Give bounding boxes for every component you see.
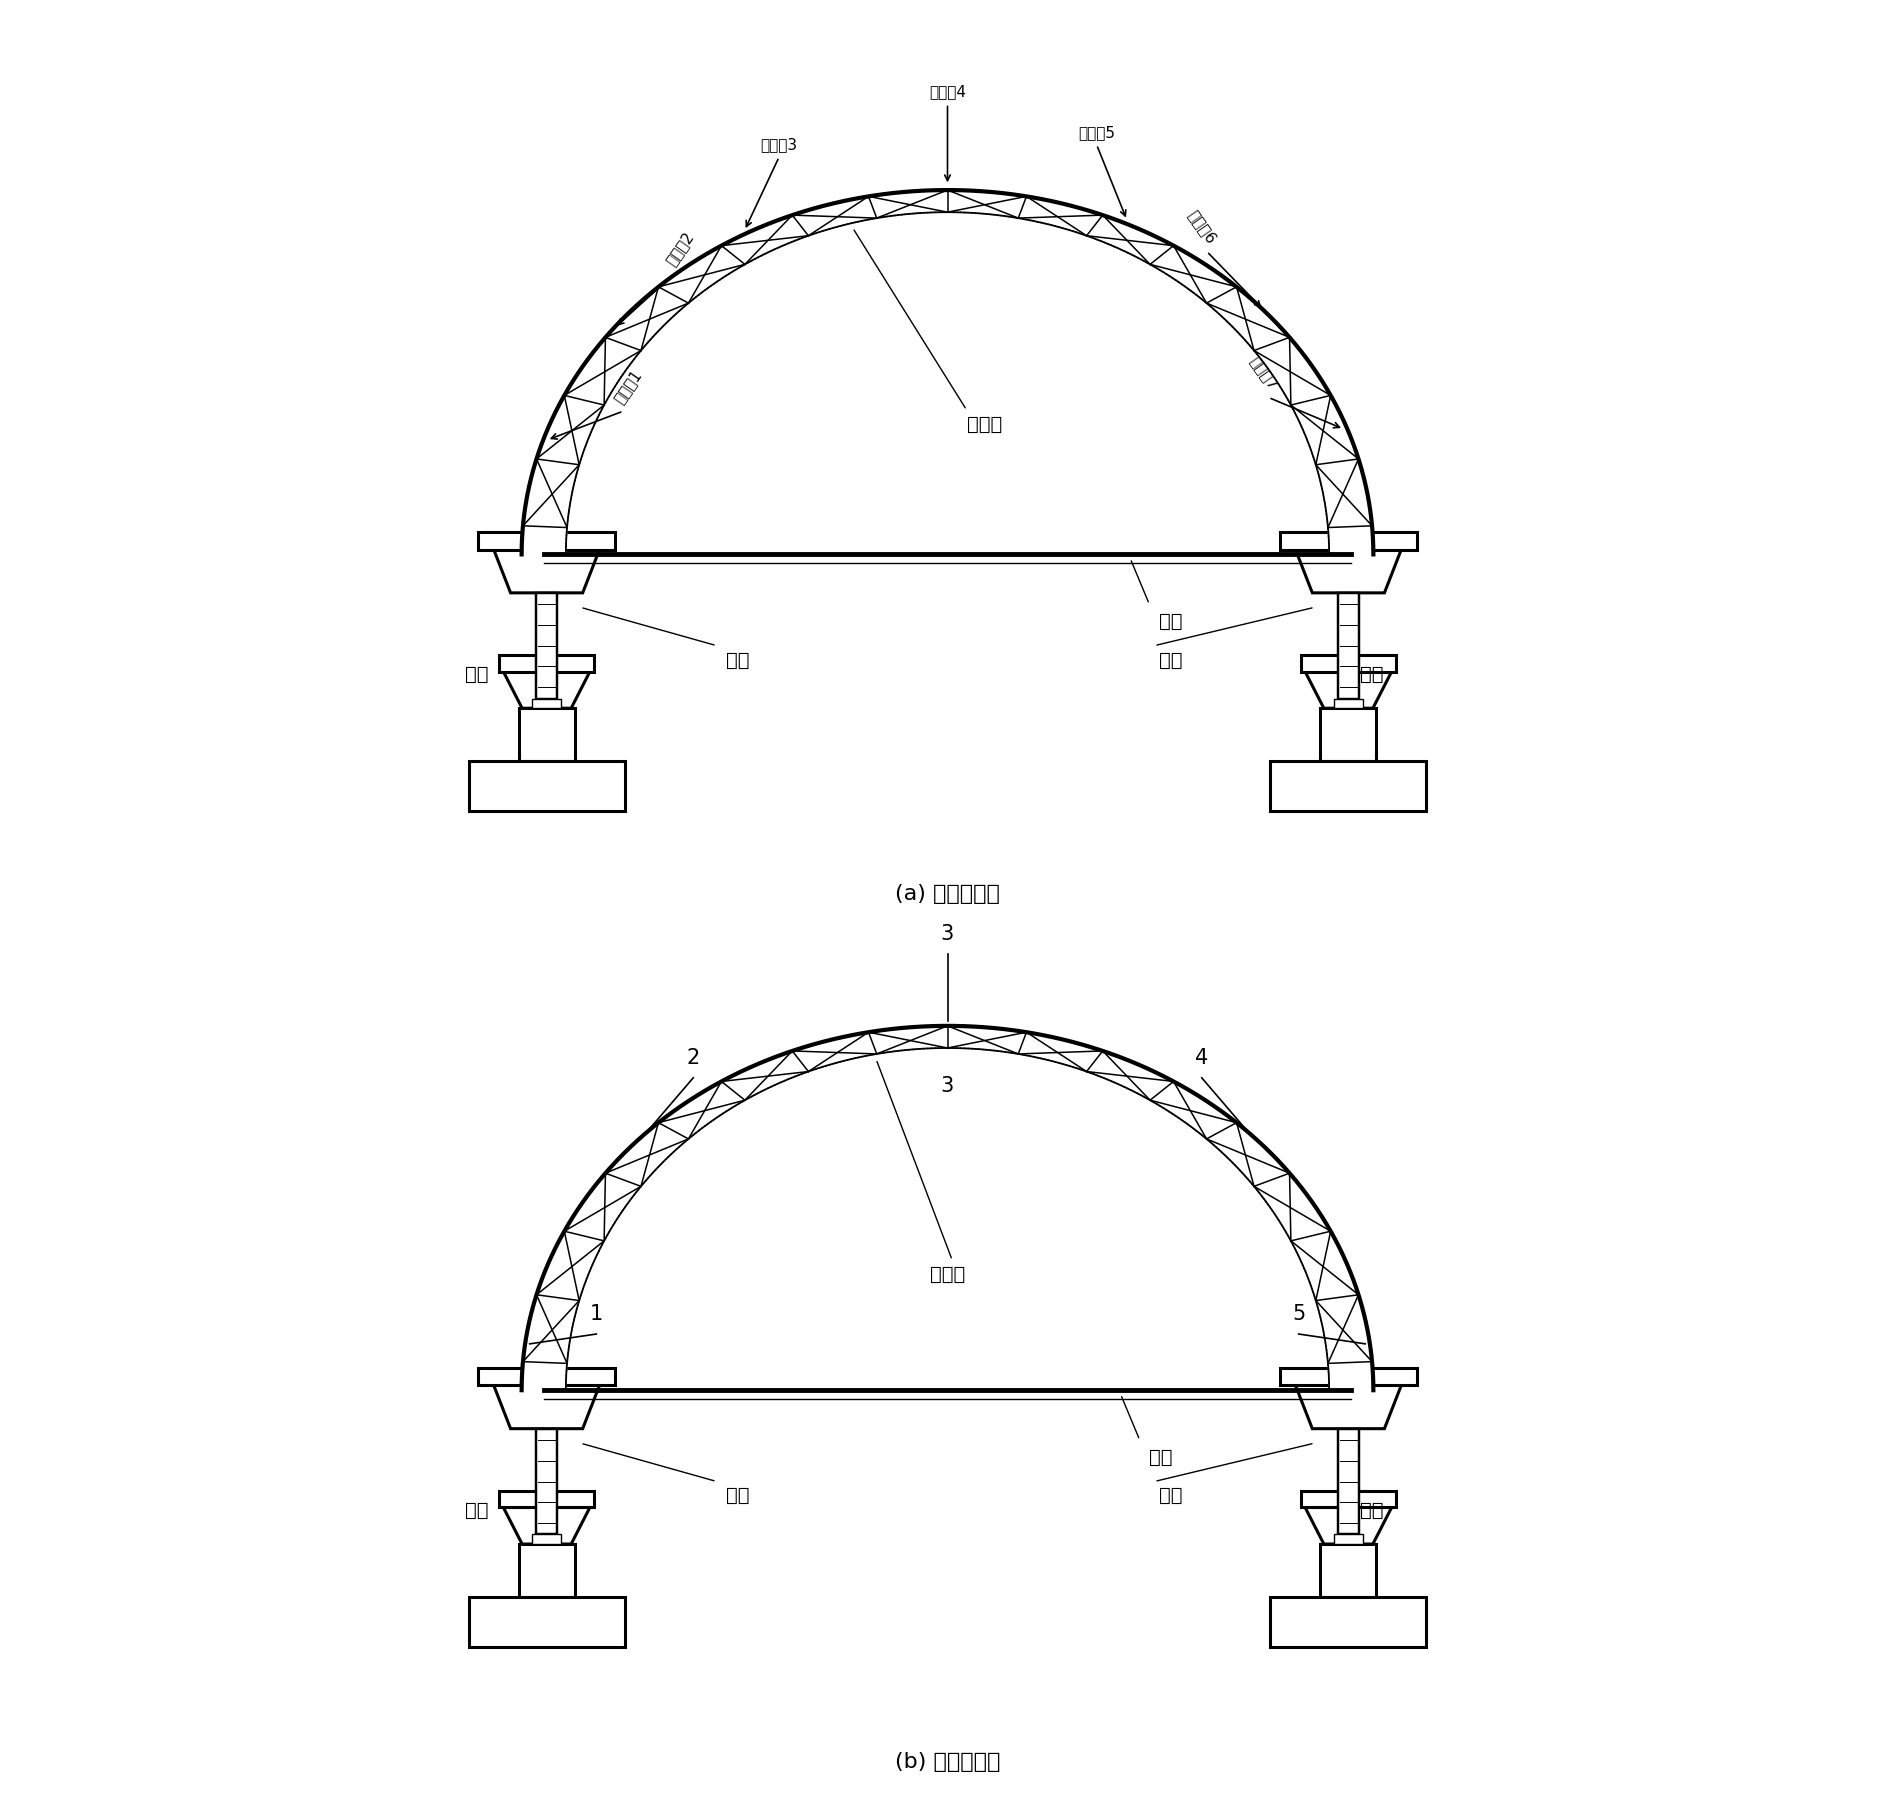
Text: 拱座: 拱座 <box>1160 650 1182 669</box>
Polygon shape <box>1296 549 1400 592</box>
Polygon shape <box>504 672 589 709</box>
Text: 拱座: 拱座 <box>726 650 750 669</box>
Bar <box>1300 1492 1397 1508</box>
Text: 5: 5 <box>1349 1348 1363 1368</box>
Text: 拉杆: 拉杆 <box>1160 612 1182 630</box>
Text: 1: 1 <box>532 1348 546 1368</box>
Text: 拱座: 拱座 <box>1160 1486 1182 1504</box>
Bar <box>532 1534 561 1544</box>
Bar <box>1300 656 1397 672</box>
Text: 监控点6: 监控点6 <box>1186 207 1218 247</box>
Text: 2: 2 <box>686 1048 699 1068</box>
Bar <box>536 592 557 698</box>
Text: 拉杆: 拉杆 <box>1150 1448 1173 1466</box>
Bar <box>532 698 561 709</box>
Text: 桥墩: 桥墩 <box>464 665 489 683</box>
Bar <box>1334 698 1363 709</box>
Text: 钢拱架: 钢拱架 <box>930 1265 965 1285</box>
Bar <box>1334 1534 1363 1544</box>
Polygon shape <box>1296 1385 1400 1428</box>
Text: 拱座: 拱座 <box>726 1486 750 1504</box>
Text: 监控点4: 监控点4 <box>929 84 966 98</box>
Bar <box>478 532 616 549</box>
Text: 监控点7: 监控点7 <box>1247 354 1281 392</box>
Bar <box>478 1368 616 1385</box>
Text: 4: 4 <box>1196 1048 1209 1068</box>
Text: 2: 2 <box>642 1150 656 1170</box>
Text: 3: 3 <box>942 1076 953 1096</box>
Bar <box>468 761 625 810</box>
Bar <box>1321 1544 1376 1597</box>
Bar <box>1270 761 1427 810</box>
Text: 监控点1: 监控点1 <box>610 367 644 407</box>
Polygon shape <box>495 1385 599 1428</box>
Polygon shape <box>495 549 599 592</box>
Text: (a) 变形观测点: (a) 变形观测点 <box>894 883 1001 905</box>
Text: 桥墩: 桥墩 <box>464 1501 489 1519</box>
Text: 监控点5: 监控点5 <box>1078 125 1114 140</box>
Bar <box>1279 532 1417 549</box>
Text: 桥墩: 桥墩 <box>1361 665 1383 683</box>
Text: 桥墩: 桥墩 <box>1361 1501 1383 1519</box>
Text: 4: 4 <box>1239 1150 1253 1170</box>
Polygon shape <box>1306 1508 1391 1544</box>
Bar <box>519 1544 574 1597</box>
Text: 1: 1 <box>589 1305 603 1325</box>
Bar <box>1338 592 1359 698</box>
Bar <box>1279 1368 1417 1385</box>
Text: 5: 5 <box>1292 1305 1306 1325</box>
Polygon shape <box>521 1027 1374 1390</box>
Text: 钢拱架: 钢拱架 <box>966 414 1002 434</box>
Text: 监控点3: 监控点3 <box>760 136 798 153</box>
Bar <box>498 656 595 672</box>
Bar <box>1338 1428 1359 1534</box>
Bar <box>1321 709 1376 761</box>
Polygon shape <box>504 1508 589 1544</box>
Bar <box>498 1492 595 1508</box>
Text: 监控点2: 监控点2 <box>663 229 695 269</box>
Bar <box>536 1428 557 1534</box>
Bar <box>468 1597 625 1646</box>
Polygon shape <box>521 191 1374 554</box>
Text: (b) 应力观测点: (b) 应力观测点 <box>894 1752 1001 1773</box>
Polygon shape <box>1306 672 1391 709</box>
Text: 3: 3 <box>942 925 953 945</box>
Bar <box>519 709 574 761</box>
Bar <box>1270 1597 1427 1646</box>
